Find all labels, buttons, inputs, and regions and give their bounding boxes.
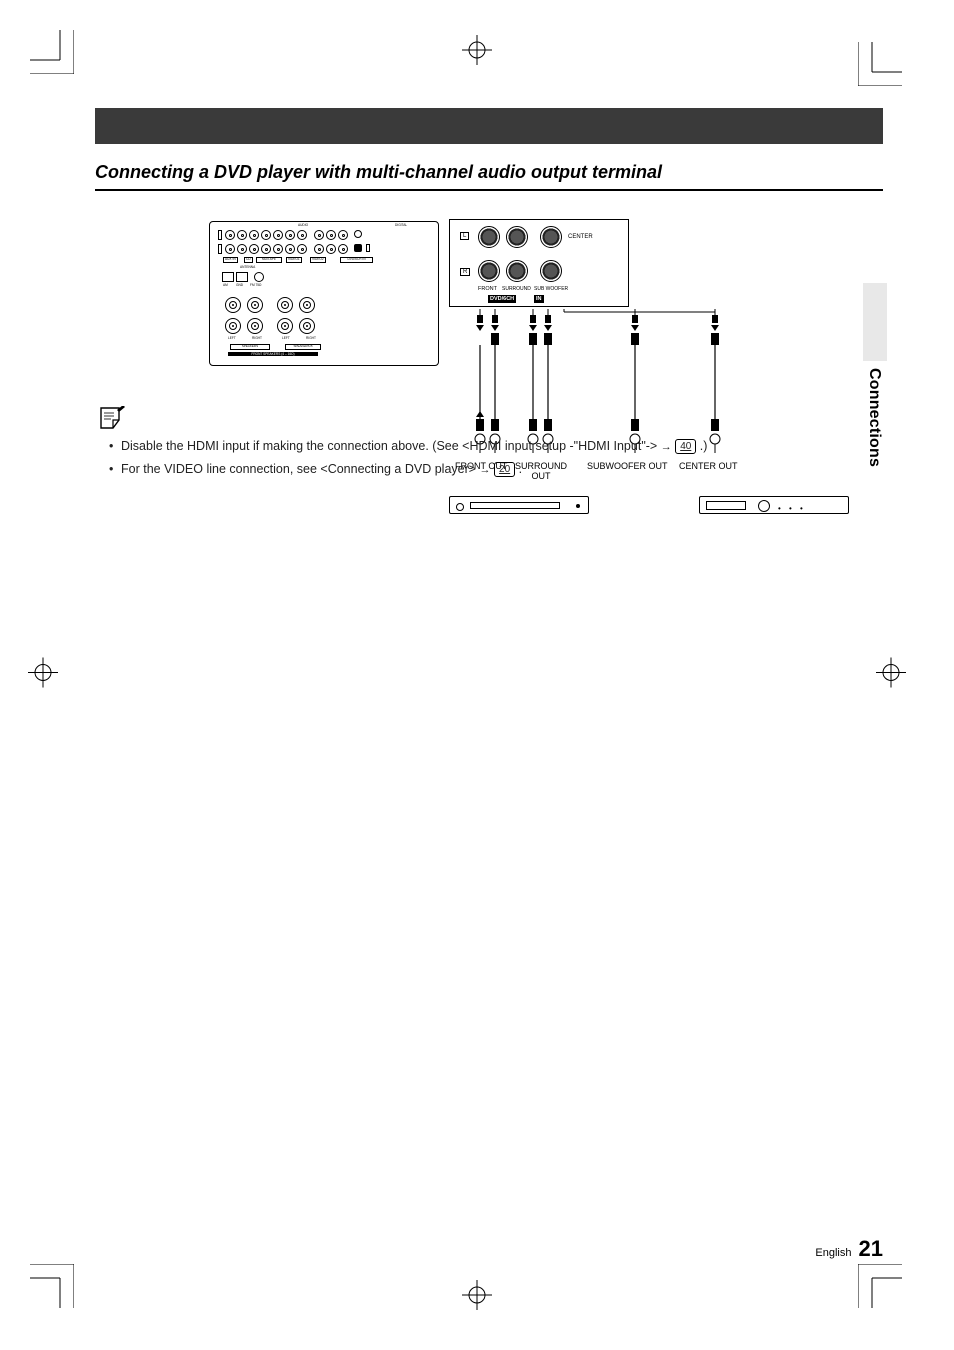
antenna-label: ANTENNA: [240, 266, 255, 269]
aux-label: AUX IN: [223, 257, 238, 263]
crop-mark-bl: [30, 1264, 74, 1308]
video1-label: VIDEO1: [286, 257, 302, 263]
note-item: Disable the HDMI input if making the con…: [109, 438, 883, 455]
page-footer: English 21: [815, 1236, 883, 1262]
note-text: For the VIDEO line connection, see <Conn…: [121, 462, 476, 476]
video2-label: VIDEO2: [310, 257, 326, 263]
note-text-end: .: [519, 462, 522, 476]
cd-label: CD: [244, 257, 253, 263]
register-mark-top: [462, 35, 492, 70]
page-number: 21: [859, 1236, 883, 1261]
register-mark-bottom: [462, 1280, 492, 1315]
dvd-6ch-panel: L R CENTER FRONT SURROUND SUB WOOFER DVD…: [449, 219, 629, 307]
crop-mark-tl: [30, 30, 74, 74]
arrow-icon: →: [661, 441, 672, 453]
crop-mark-tr: [858, 42, 902, 86]
note-item: For the VIDEO line connection, see <Conn…: [109, 461, 883, 478]
mdtape-label: MD/TAPE: [256, 257, 282, 263]
section-title: Connecting a DVD player with multi-chann…: [95, 162, 883, 191]
digital-label: DIGITAL: [395, 224, 407, 227]
crop-mark-br: [858, 1264, 902, 1308]
header-bar: [95, 108, 883, 144]
audio-label: AUDIO: [298, 224, 308, 227]
page-ref: 40: [675, 439, 696, 454]
arrow-icon: →: [480, 464, 491, 476]
receiver-rear-panel: AUDIO DIGITAL AUX IN CD MD/TAPE: [209, 221, 439, 366]
dvd-player-front: • • •: [449, 496, 849, 520]
note-text: Disable the HDMI input if making the con…: [121, 439, 657, 453]
page-ref: 20: [494, 462, 515, 477]
connection-diagram: AUDIO DIGITAL AUX IN CD MD/TAPE: [209, 221, 769, 366]
note-text-end: .): [700, 439, 708, 453]
note-icon: [99, 406, 127, 430]
register-mark-left: [28, 658, 58, 693]
page-content: Connecting a DVD player with multi-chann…: [95, 108, 883, 1268]
footer-lang: English: [815, 1247, 851, 1259]
dvd6ch-label: DVD/6CH IN: [340, 257, 373, 263]
